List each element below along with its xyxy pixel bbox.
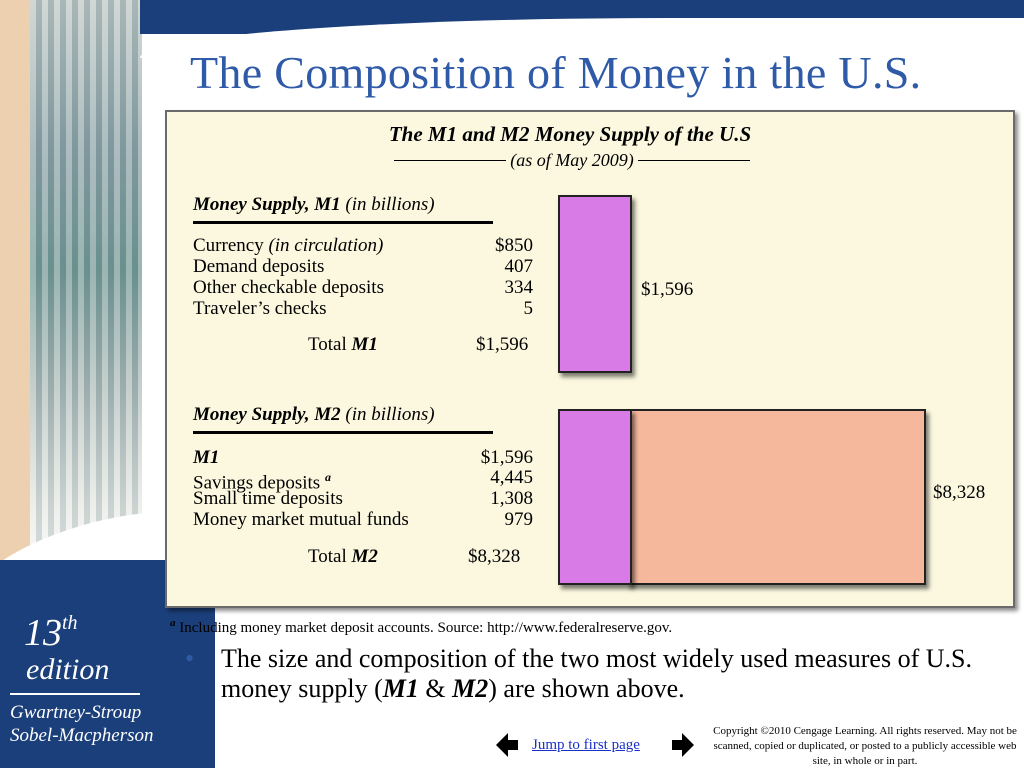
bullet-text-before: The size and composition of the two most… <box>221 644 972 703</box>
m1-row-0-value: $850 <box>495 235 533 256</box>
figure-subtitle: (as of May 2009) <box>372 150 772 171</box>
footnote-text: Including money market deposit accounts.… <box>179 620 673 636</box>
bullet-m2: M2 <box>452 674 489 703</box>
footnote-marker: a <box>170 617 176 629</box>
m1-row-3-value: 5 <box>523 298 534 319</box>
subtitle-dash-left <box>393 160 506 161</box>
m1-row-3-label: Traveler’s checks <box>193 298 327 319</box>
m1-total-value: $1,596 <box>476 334 529 355</box>
m2-row-0-value: $1,596 <box>480 447 533 468</box>
edition-number: 13th <box>24 603 194 653</box>
slide-navigation: Jump to first page <box>494 732 696 760</box>
bullet-amp: & <box>418 674 453 703</box>
m2-row-1-value: 4,445 <box>490 467 533 488</box>
m1-bar-label: $1,596 <box>641 279 694 300</box>
m2-total-symbol: M2 <box>351 546 378 567</box>
m1-row-0-note: (in circulation) <box>268 235 384 256</box>
subtitle-text: (as of May 2009) <box>510 150 634 170</box>
m2-row-1-label: Savings deposits <box>193 472 321 494</box>
m2-row-0-label: M1 <box>193 447 220 468</box>
m2-row-3-value: 979 <box>504 509 534 530</box>
m1-row-label: Currency (in circulation) <box>193 235 383 256</box>
edition-rule <box>10 693 140 695</box>
edition-number-value: 13 <box>24 612 62 654</box>
m2-heading: Money Supply, M2 (in billions) <box>193 404 435 426</box>
arrow-left-icon[interactable] <box>494 732 520 758</box>
m1-total-word: Total <box>308 334 347 355</box>
m1-bar <box>558 195 632 373</box>
m2-heading-unit: (in billions) <box>345 404 435 425</box>
jump-to-first-page-link[interactable]: Jump to first page <box>532 737 640 753</box>
bullet-text: The size and composition of the two most… <box>221 644 1011 704</box>
m2-extra-bar <box>627 409 926 585</box>
m1-row-1-label: Demand deposits <box>193 256 325 277</box>
m1-total-symbol: M1 <box>351 334 378 355</box>
m1-row-0-label: Currency <box>193 235 264 256</box>
authors-line-2: Sobel-Macpherson <box>10 725 154 746</box>
footnote-mark: a <box>324 470 331 484</box>
edition-suffix: th <box>62 612 78 634</box>
bullet-dot: • <box>185 644 195 673</box>
authors-line-1: Gwartney-Stroup <box>10 702 142 723</box>
m1-heading: Money Supply, M1 (in billions) <box>193 194 435 216</box>
m1-row-2-label: Other checkable deposits <box>193 277 384 298</box>
m2-total-value: $8,328 <box>468 546 521 567</box>
edition-word: edition <box>26 653 110 686</box>
page-title: The Composition of Money in the U.S. <box>190 47 922 98</box>
top-banner <box>140 0 1024 58</box>
footnote: a Including money market deposit account… <box>170 617 672 637</box>
authors: Gwartney-Stroup Sobel-Macpherson <box>10 701 194 747</box>
m1-row-1-value: 407 <box>504 256 534 277</box>
figure-title: The M1 and M2 Money Supply of the U.S <box>388 122 752 146</box>
m2-heading-rule <box>193 431 493 434</box>
m2-total-word: Total <box>308 546 347 567</box>
figure-panel: The M1 and M2 Money Supply of the U.S (a… <box>165 110 1015 608</box>
arrow-right-icon[interactable] <box>670 732 696 758</box>
m1-heading-bold: Money Supply, M1 <box>193 194 341 215</box>
subtitle-dash-right <box>638 160 751 161</box>
m2-row-1-label-wrap: Savings deposits a <box>193 467 331 493</box>
m2-total-label: Total M2 <box>308 546 378 568</box>
m2-bar-label: $8,328 <box>933 482 986 503</box>
m1-row-2-value: 334 <box>504 277 534 298</box>
copyright-notice: Copyright ©2010 Cengage Learning. All ri… <box>713 725 1017 767</box>
m1-heading-unit: (in billions) <box>345 194 435 215</box>
edition-badge: 13th edition Gwartney-Stroup Sobel-Macph… <box>10 603 194 747</box>
m1-heading-rule <box>193 221 493 224</box>
m1-total-label: Total M1 <box>308 334 378 356</box>
m2-row-3-label: Money market mutual funds <box>193 509 409 530</box>
m2-row-2-value: 1,308 <box>490 488 533 509</box>
sidebar-decoration <box>0 0 215 768</box>
m2-row-2-label: Small time deposits <box>193 488 343 509</box>
bullet-m1: M1 <box>382 674 419 703</box>
bullet-text-after: ) are shown above. <box>488 674 685 703</box>
m2-m1-bar <box>558 409 632 585</box>
m2-heading-bold: Money Supply, M2 <box>193 404 341 425</box>
tan-strip <box>0 0 145 600</box>
